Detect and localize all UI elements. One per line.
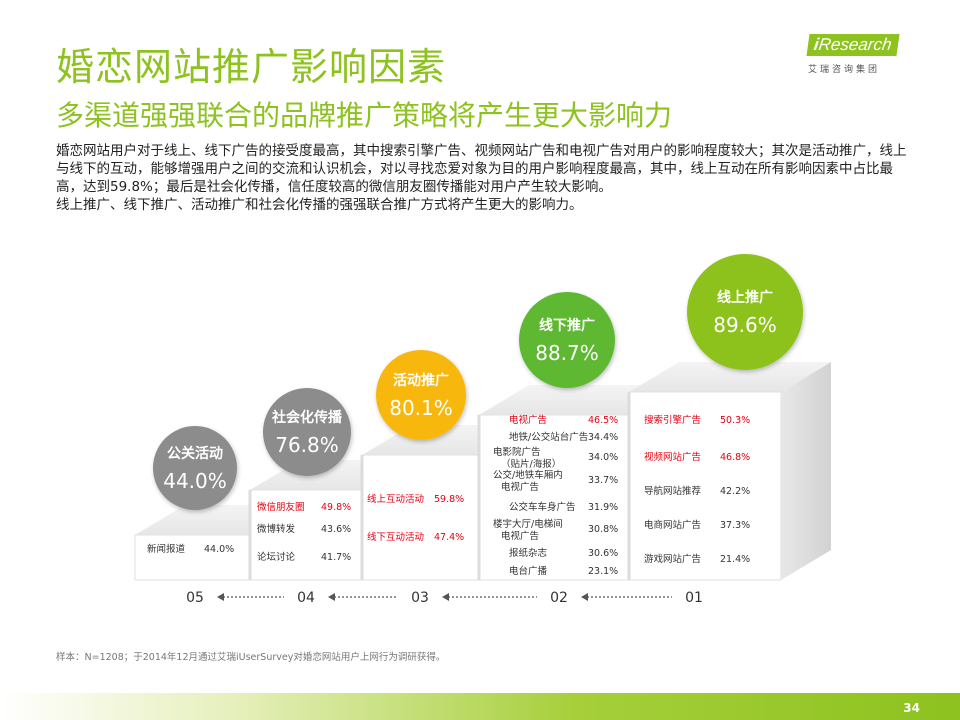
block-front-face [628, 391, 782, 581]
factor-label-cont: 电视广告 [501, 481, 539, 493]
factor-value: 43.6% [321, 524, 351, 535]
block-front-face [361, 454, 480, 581]
block-front-face [249, 489, 363, 581]
category-value: 88.7% [535, 341, 599, 365]
category-circle [519, 292, 615, 388]
block-front-face [134, 534, 251, 581]
factor-label: 新闻报道 [147, 543, 186, 555]
factor-label: 微博转发 [257, 523, 296, 535]
staircase-diagram: 新闻报道 44.0% 微信朋友圈 49.8% 微博转发 43.6% 论坛讨论 41.7% 线上互… [134, 254, 831, 606]
arrow-left-icon [328, 593, 335, 601]
factor-value: 30.6% [588, 548, 618, 559]
factor-value: 49.8% [321, 502, 351, 513]
factor-label: 导航网站推荐 [644, 485, 702, 497]
factor-label: 地铁/公交站台广告 [509, 431, 588, 443]
description-paragraph-1: 婚恋网站用户对于线上、线下广告的接受度最高，其中搜索引擎广告、视频网站广告和电视… [56, 143, 907, 195]
factor-value: 34.0% [588, 452, 618, 463]
factor-label: 电影院广告 [493, 446, 541, 458]
bottom-bar [0, 693, 960, 720]
factor-label: 线上互动活动 [367, 493, 424, 505]
category-value: 44.0% [163, 469, 227, 493]
logo-wordmark: iResearch [806, 34, 900, 56]
factor-value: 42.2% [720, 486, 750, 497]
factor-value: 46.5% [588, 415, 618, 426]
factor-label: 视频网站广告 [644, 451, 701, 463]
category-value: 80.1% [389, 396, 453, 420]
category-circle [376, 350, 466, 440]
page-subtitle: 多渠道强强联合的品牌推广策略将产生更大影响力 [56, 99, 673, 132]
category-title: 线下推广 [539, 317, 595, 334]
block-top-face [629, 362, 831, 392]
factor-label: 电台广播 [509, 565, 548, 577]
step-number: 02 [550, 590, 568, 606]
factor-value: 37.3% [720, 520, 750, 531]
factor-label: 公交车车身广告 [509, 501, 576, 513]
factor-value: 46.8% [720, 452, 750, 463]
factor-label-cont: 电视广告 [501, 530, 539, 542]
block-side-face [781, 362, 831, 580]
factor-value: 31.9% [588, 502, 618, 513]
factor-value: 33.7% [588, 475, 618, 486]
logo-group-name: 艾瑞咨询集团 [808, 65, 881, 75]
factor-label: 论坛讨论 [257, 551, 296, 563]
factor-label: 搜索引擎广告 [644, 414, 701, 426]
step-number: 05 [186, 590, 204, 606]
factor-value: 23.1% [588, 566, 618, 577]
factor-value: 30.8% [588, 524, 618, 535]
factor-label: 电视广告 [509, 414, 547, 426]
category-circle [153, 426, 237, 510]
factor-label: 游戏网站广告 [644, 553, 701, 565]
factor-value: 50.3% [720, 415, 750, 426]
factor-label: 线下互动活动 [367, 531, 424, 543]
factor-label: 电商网站广告 [644, 519, 701, 531]
step-number: 03 [411, 590, 429, 606]
footnote: 样本：N=1208；于2014年12月通过艾瑞iUserSurvey对婚恋网站用… [56, 652, 446, 663]
factor-value: 59.8% [434, 494, 464, 505]
description: 婚恋网站用户对于线上、线下广告的接受度最高，其中搜索引擎广告、视频网站广告和电视… [56, 142, 916, 214]
description-paragraph-2: 线上推广、线下推广、活动推广和社会化传播的强强联合推广方式将产生更大的影响力。 [56, 197, 583, 213]
step-number: 04 [297, 590, 315, 606]
factor-value: 44.0% [204, 544, 234, 555]
block-front-face [478, 414, 630, 581]
category-value: 76.8% [275, 433, 339, 457]
category-circle [263, 388, 351, 476]
factor-label: 微信朋友圈 [257, 501, 305, 513]
factor-label-cont: （贴片/海报） [501, 458, 561, 470]
factor-value: 34.4% [588, 432, 618, 443]
iresearch-logo: iResearch 艾瑞咨询集团 [806, 34, 908, 75]
arrow-left-icon [217, 593, 224, 601]
category-value: 89.6% [713, 313, 777, 337]
category-circle [687, 254, 803, 370]
step-number: 01 [685, 590, 703, 606]
category-title: 活动推广 [393, 372, 449, 389]
page-number: 34 [903, 701, 920, 715]
category-title: 公关活动 [167, 445, 223, 462]
category-title: 社会化传播 [271, 409, 343, 426]
factor-value: 21.4% [720, 554, 750, 565]
page-title: 婚恋网站推广影响因素 [56, 45, 447, 89]
factor-value: 41.7% [321, 552, 351, 563]
factor-label: 公交/地铁车厢内 [493, 469, 563, 481]
category-title: 线上推广 [717, 289, 773, 306]
arrow-left-icon [581, 593, 588, 601]
arrow-left-icon [442, 593, 449, 601]
factor-value: 47.4% [434, 532, 464, 543]
factor-label: 报纸杂志 [509, 547, 547, 559]
factor-label: 楼宇大厅/电梯间 [493, 518, 563, 530]
